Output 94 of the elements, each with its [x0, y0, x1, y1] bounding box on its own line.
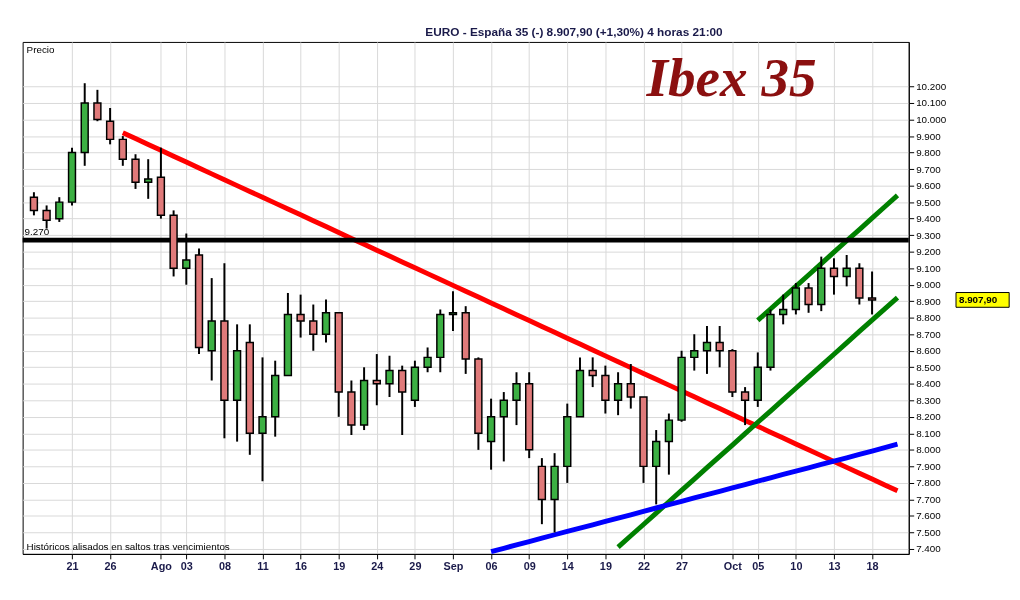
candlestick — [118, 135, 127, 167]
x-tick-label: Sep — [443, 560, 464, 573]
x-tick-label: 24 — [371, 560, 384, 573]
x-tick-label: 21 — [66, 560, 79, 573]
candlestick — [29, 191, 39, 217]
y-tick-label: 8.200 — [916, 411, 942, 423]
y-tick-label: 7.500 — [916, 526, 942, 538]
candlestick — [690, 333, 699, 372]
candlestick — [626, 362, 635, 410]
candlestick — [93, 88, 102, 123]
candlestick — [778, 293, 788, 326]
text: 8.907,90 — [958, 293, 998, 305]
candlestick — [499, 391, 508, 463]
candlestick — [55, 196, 64, 223]
x-tick-label: 26 — [104, 560, 117, 573]
candlestick — [258, 356, 267, 483]
ref-line-label: 9.270 — [24, 226, 50, 238]
y-tick-label: 8.700 — [916, 328, 942, 340]
y-tick-label: 7.800 — [916, 477, 942, 489]
line-series — [615, 295, 900, 550]
y-axis-title: Precio — [26, 43, 55, 55]
line-series — [120, 130, 900, 494]
y-tick-label: 8.000 — [916, 444, 942, 456]
candlestick — [309, 303, 318, 352]
candlestick — [715, 325, 724, 369]
candlestick — [423, 346, 432, 374]
line-series — [755, 192, 900, 323]
x-tick-label: 19 — [599, 560, 612, 573]
y-tick-label: 10.000 — [916, 114, 947, 126]
y-tick-label: 7.600 — [916, 510, 942, 522]
candlestick — [144, 158, 153, 200]
x-tick-label: 13 — [828, 560, 841, 573]
candlestick — [105, 107, 115, 146]
candlestick — [702, 325, 712, 375]
y-tick-label: 9.000 — [916, 279, 942, 291]
x-tick-label: 09 — [523, 560, 536, 573]
y-tick-label: 10.100 — [916, 97, 947, 109]
candlestick — [613, 371, 623, 417]
y-tick-label: 9.900 — [916, 130, 942, 142]
chart-subtitle: EURO - España 35 (-) 8.907,90 (+1,30%) 4 horas 21:00 — [425, 25, 724, 40]
candlestick — [131, 153, 140, 190]
candlestick — [829, 257, 839, 296]
chart-title: Ibex 35 — [645, 47, 817, 109]
candlestick — [842, 253, 851, 288]
candlestick — [448, 290, 458, 332]
line-series — [488, 441, 900, 554]
x-tick-label: 19 — [333, 560, 346, 573]
x-tick-label: 14 — [561, 560, 574, 573]
y-tick-label: 9.700 — [916, 163, 942, 175]
candlestick — [740, 386, 750, 427]
candlestick — [42, 204, 51, 230]
y-tick-label: 9.600 — [916, 180, 942, 192]
x-tick-label: 22 — [637, 560, 650, 573]
candlestick — [372, 353, 381, 407]
y-tick-label: 8.900 — [916, 295, 942, 307]
x-tick-label: 18 — [866, 560, 879, 573]
y-tick-label: 7.400 — [916, 543, 942, 555]
y-tick-label: 8.300 — [916, 394, 942, 406]
candlestick — [804, 282, 813, 314]
y-tick-label: 7.700 — [916, 493, 942, 505]
x-tick-label: Ago — [150, 560, 173, 573]
candlestick — [588, 356, 597, 389]
y-tick-label: 9.300 — [916, 229, 942, 241]
candlestick — [398, 364, 407, 436]
x-tick-label: 11 — [257, 560, 269, 573]
x-tick-label: 05 — [752, 560, 765, 573]
y-tick-label: 7.900 — [916, 460, 942, 472]
candlestick — [867, 270, 877, 316]
y-tick-label: 9.100 — [916, 262, 942, 274]
x-tick-label: 10 — [790, 560, 803, 573]
x-tick-label: Oct — [723, 560, 743, 573]
candlestick — [385, 354, 394, 398]
y-tick-label: 8.100 — [916, 427, 942, 439]
candlestick — [512, 371, 521, 427]
y-tick-label: 8.600 — [916, 345, 942, 357]
y-tick-label: 8.400 — [916, 378, 942, 390]
candlestick — [321, 298, 331, 344]
y-tick-label: 8.800 — [916, 312, 942, 324]
candlestick — [664, 412, 674, 476]
x-tick-label: 16 — [295, 560, 308, 573]
candlestick — [791, 282, 801, 316]
annotation: Históricos alisados en saltos tras vencimientos — [26, 540, 230, 552]
x-tick-label: 27 — [676, 560, 689, 573]
y-tick-label: 9.200 — [916, 246, 942, 258]
y-tick-label: 8.500 — [916, 361, 942, 373]
x-tick-label: 06 — [485, 560, 498, 573]
x-tick-label: 03 — [180, 560, 193, 573]
candlestick — [296, 293, 305, 339]
y-tick-label: 9.400 — [916, 213, 942, 225]
x-tick-label: 29 — [409, 560, 422, 573]
y-tick-label: 9.800 — [916, 147, 942, 159]
y-tick-label: 9.500 — [916, 196, 942, 208]
x-tick-label: 08 — [218, 560, 231, 573]
y-tick-label: 10.200 — [916, 80, 947, 92]
